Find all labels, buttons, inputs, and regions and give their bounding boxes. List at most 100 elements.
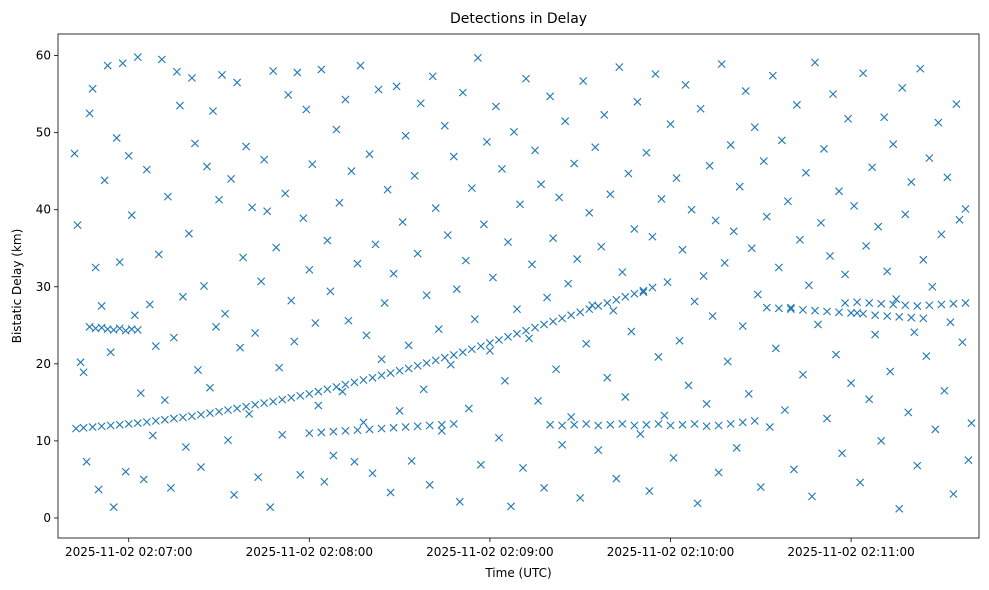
data-point-2-3: [877, 299, 886, 308]
data-point-4-76: [299, 214, 308, 223]
data-point-4-37: [181, 443, 190, 452]
data-point-4-95: [356, 61, 365, 70]
data-point-1-10: [425, 421, 434, 430]
data-point-4-181: [615, 63, 624, 72]
data-point-4-80: [311, 319, 320, 327]
data-point-0-50: [522, 326, 531, 335]
data-point-4-142: [497, 164, 506, 173]
data-point-0-13: [187, 412, 196, 421]
data-point-4-277: [904, 408, 913, 417]
data-point-4-147: [513, 305, 521, 314]
data-point-4-258: [847, 379, 856, 388]
data-point-1-21: [642, 420, 651, 429]
data-point-1-1: [317, 428, 326, 437]
data-point-4-137: [482, 137, 491, 146]
data-point-4-266: [871, 330, 880, 339]
data-point-0-36: [395, 366, 404, 375]
data-point-4-54: [233, 78, 242, 87]
data-point-2-4: [889, 300, 898, 309]
data-point-4-20: [130, 311, 139, 320]
data-point-0-34: [377, 371, 386, 380]
data-point-4-85: [326, 287, 335, 296]
data-point-4-298: [967, 419, 976, 428]
data-point-4-62: [257, 277, 266, 286]
data-point-4-281: [916, 64, 925, 73]
plot-area: [57, 33, 980, 539]
data-point-1-0: [305, 429, 314, 438]
data-point-4-75: [296, 470, 305, 479]
data-point-4-212: [708, 312, 717, 321]
data-point-0-61: [621, 292, 630, 301]
data-point-4-36: [178, 292, 187, 301]
data-point-4-61: [254, 473, 263, 482]
data-point-4-102: [377, 355, 386, 364]
data-point-0-28: [323, 385, 332, 394]
data-point-0-45: [476, 342, 485, 351]
data-point-4-189: [639, 288, 648, 297]
data-point-3-2: [97, 323, 106, 332]
data-point-1-11: [437, 420, 446, 429]
data-point-0-31: [350, 378, 359, 387]
data-point-2-7: [925, 301, 934, 310]
data-point-1-40: [871, 311, 880, 320]
data-point-4-210: [702, 399, 711, 408]
data-point-1-8: [401, 423, 410, 432]
data-point-4-241: [795, 235, 804, 244]
data-point-4-217: [723, 357, 732, 366]
data-point-1-33: [786, 305, 795, 314]
data-point-0-2: [88, 423, 97, 432]
data-point-4-214: [714, 468, 723, 477]
data-point-4-240: [792, 100, 801, 109]
data-point-4-295: [958, 338, 967, 347]
data-point-4-88: [335, 198, 344, 207]
data-point-0-9: [151, 416, 160, 425]
data-point-4-163: [561, 117, 570, 126]
data-point-1-13: [546, 420, 555, 429]
data-point-4-22: [136, 389, 145, 398]
data-point-4-155: [537, 180, 546, 189]
data-point-4-89: [338, 387, 347, 396]
data-point-3-0: [85, 322, 94, 331]
data-point-0-3: [97, 422, 106, 431]
data-point-4-53: [230, 490, 239, 499]
data-point-4-92: [347, 167, 356, 176]
data-point-4-146: [509, 127, 518, 136]
data-point-0-21: [260, 399, 269, 408]
data-point-4-279: [910, 328, 919, 337]
data-point-4-1: [73, 221, 82, 230]
data-point-4-290: [943, 173, 952, 182]
series-0: [72, 283, 657, 433]
data-point-4-173: [591, 143, 600, 152]
data-point-4-17: [121, 467, 130, 476]
data-point-4-229: [759, 157, 768, 166]
data-point-3-4: [109, 325, 118, 334]
data-point-4-242: [798, 370, 807, 379]
data-point-4-261: [856, 478, 865, 487]
data-point-4-170: [582, 339, 591, 348]
data-point-4-216: [720, 258, 729, 267]
data-point-0-8: [142, 418, 151, 427]
data-point-4-192: [648, 232, 657, 241]
data-point-4-199: [669, 453, 678, 462]
data-point-4-107: [392, 82, 401, 91]
data-point-4-256: [841, 270, 850, 279]
data-point-4-43: [199, 282, 208, 290]
data-point-4-172: [588, 301, 597, 310]
data-point-4-121: [434, 325, 443, 334]
data-point-4-15: [115, 258, 124, 267]
data-point-4-260: [853, 308, 862, 317]
data-point-0-20: [251, 400, 260, 409]
data-point-4-29: [157, 55, 166, 64]
data-point-1-15: [570, 420, 579, 429]
axes-frame: [57, 33, 980, 539]
y-tick-label-2: 20: [36, 357, 51, 371]
data-point-4-247: [813, 320, 822, 329]
data-point-0-19: [242, 402, 251, 411]
data-point-3-5: [115, 324, 124, 333]
data-point-0-41: [440, 353, 449, 362]
data-point-4-154: [534, 396, 543, 405]
data-point-4-288: [937, 230, 946, 239]
data-point-2-6: [913, 302, 922, 311]
data-point-4-188: [636, 429, 645, 438]
data-point-4-234: [774, 263, 783, 272]
